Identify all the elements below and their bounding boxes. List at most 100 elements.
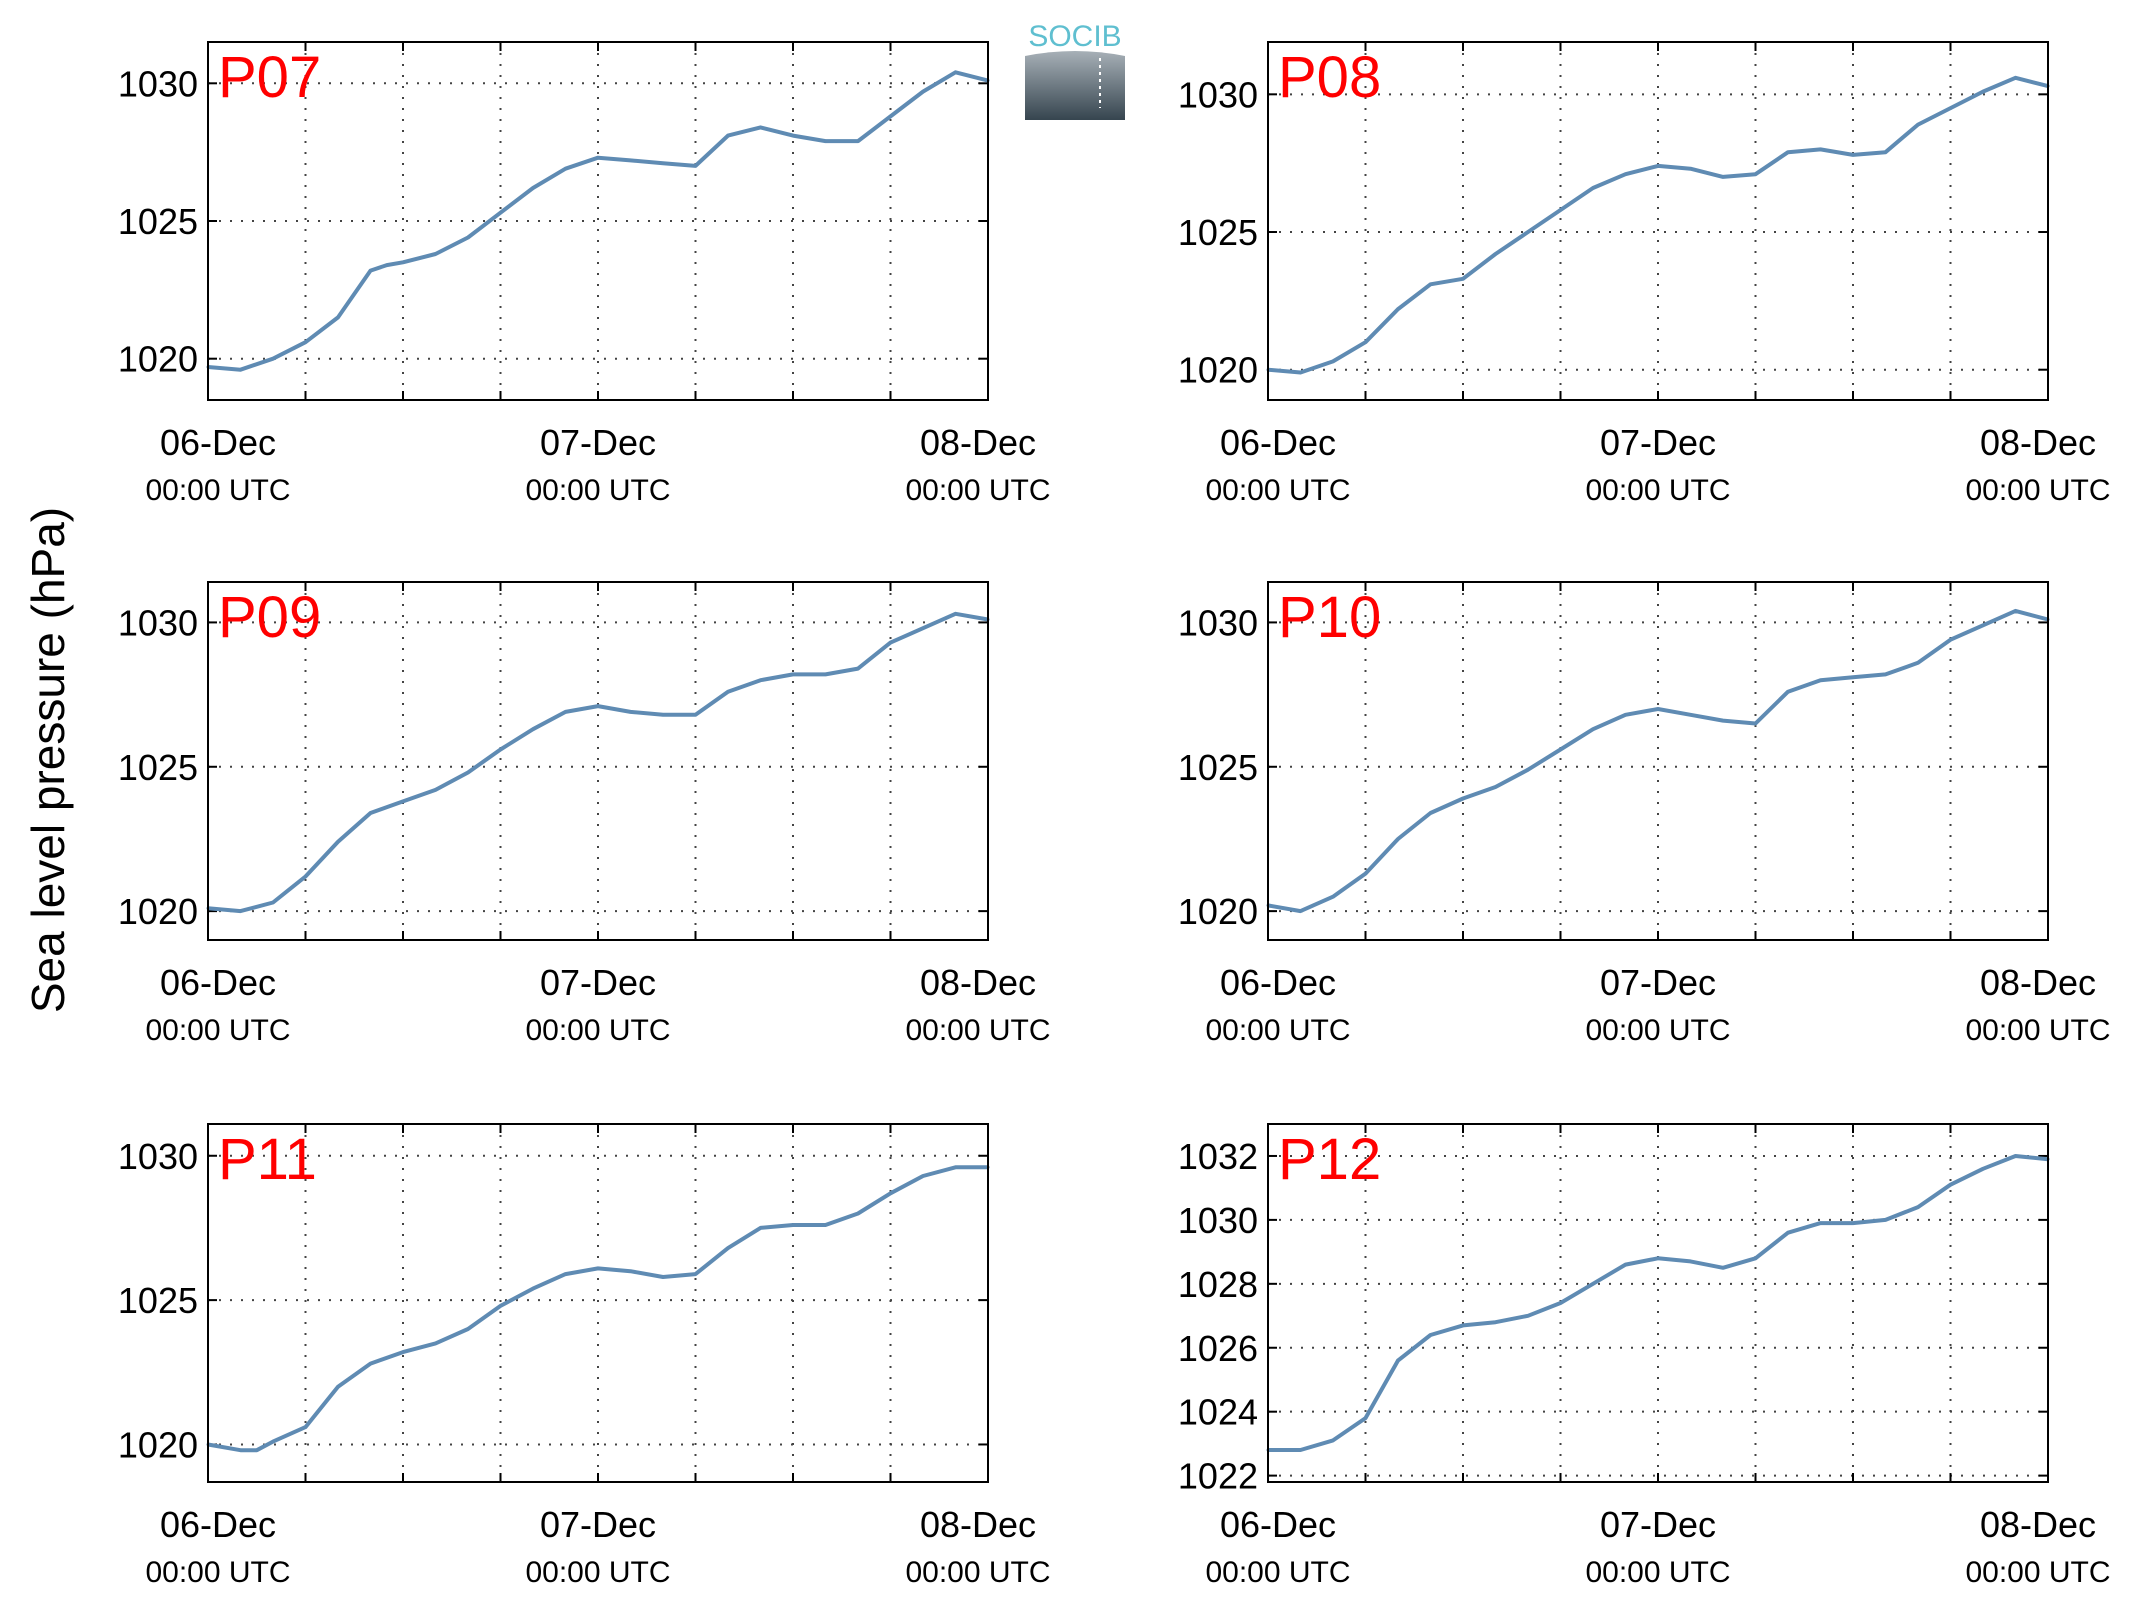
data-point <box>564 710 567 714</box>
data-point <box>2014 609 2017 613</box>
axes-box <box>207 581 989 941</box>
data-point <box>1494 1320 1497 1324</box>
data-point <box>629 158 632 162</box>
x-tick-label-date: 08-Dec <box>1980 422 2096 463</box>
data-point <box>694 713 697 717</box>
data-point <box>1754 1256 1757 1260</box>
data-point <box>856 139 860 143</box>
data-point <box>791 134 795 138</box>
data-point <box>1884 150 1887 154</box>
axes-box <box>207 41 989 401</box>
panel-p08: 1020 1025 1030 06-Dec 00:00 UTC 07-Dec 00:00 U… <box>1178 41 2111 507</box>
data-point <box>856 1212 860 1215</box>
x-tick-label-time: 00:00 UTC <box>525 1556 670 1589</box>
data-point <box>1396 837 1400 841</box>
y-tick-label: 1025 <box>1178 747 1258 788</box>
x-tick-label-time: 00:00 UTC <box>1965 1014 2110 1047</box>
data-point <box>1754 721 1757 725</box>
data-point <box>921 90 925 94</box>
data-point <box>369 1362 372 1366</box>
data-point <box>1591 186 1595 190</box>
data-point <box>1689 713 1692 717</box>
data-point <box>1494 785 1497 789</box>
data-point <box>954 612 957 616</box>
x-tick-label-date: 07-Dec <box>1600 962 1716 1003</box>
x-tick-label-date: 08-Dec <box>920 422 1036 463</box>
data-point <box>759 678 762 682</box>
data-point <box>759 125 762 129</box>
x-tick-label-time: 00:00 UTC <box>1965 474 2110 507</box>
x-tick-label-time: 00:00 UTC <box>525 474 670 507</box>
data-point <box>1526 230 1530 234</box>
data-point <box>1656 164 1660 168</box>
data-point <box>629 1269 632 1273</box>
data-point <box>1786 690 1790 694</box>
x-tick-label-date: 07-Dec <box>1600 1504 1716 1545</box>
x-tick-label-date: 06-Dec <box>1220 1504 1336 1545</box>
data-point <box>1916 1205 1920 1209</box>
data-point <box>1461 1323 1465 1327</box>
x-tick-label-date: 06-Dec <box>1220 962 1336 1003</box>
data-point <box>1721 719 1725 723</box>
series-line-p11 <box>207 1165 988 1453</box>
data-point <box>434 252 437 256</box>
axes-box <box>207 1123 989 1483</box>
data-point <box>531 186 535 190</box>
data-point <box>954 70 957 74</box>
y-tick-label: 1030 <box>118 63 198 104</box>
y-tick-label: 1028 <box>1178 1264 1258 1305</box>
data-point <box>239 368 242 372</box>
data-point <box>1851 675 1855 679</box>
data-point <box>564 167 567 171</box>
y-tick-label: 1020 <box>118 891 198 932</box>
data-point <box>661 161 665 165</box>
axes-box <box>1267 581 2049 941</box>
panel-label: P11 <box>218 1127 317 1192</box>
data-point <box>401 799 405 803</box>
logo-block <box>1025 51 1125 120</box>
data-point <box>921 1174 925 1178</box>
data-point <box>1786 150 1790 154</box>
data-point <box>1949 1183 1952 1187</box>
data-point <box>1364 340 1367 344</box>
axes-box <box>1267 41 2049 401</box>
y-tick-label: 1030 <box>1178 602 1258 643</box>
x-tick-label-date: 08-Dec <box>920 1504 1036 1545</box>
data-point <box>401 260 405 264</box>
data-point <box>1819 147 1822 151</box>
data-point <box>1819 678 1822 682</box>
data-point <box>304 1425 307 1429</box>
data-point <box>1429 282 1432 286</box>
x-tick-label-date: 07-Dec <box>540 422 656 463</box>
data-point <box>239 909 242 913</box>
data-point <box>856 667 860 671</box>
data-point <box>596 704 600 708</box>
data-point <box>531 1287 535 1291</box>
data-point <box>466 236 470 240</box>
data-point <box>1559 208 1562 212</box>
y-tick-label: 1024 <box>1178 1392 1258 1433</box>
y-tick-label: 1020 <box>118 339 198 380</box>
panel-p11: 1020 1025 1030 06-Dec 00:00 UTC 07-Dec 00:00 U… <box>118 1123 1051 1589</box>
data-point <box>726 134 730 138</box>
y-tick-label: 1030 <box>118 602 198 643</box>
data-point <box>304 340 307 344</box>
y-tick-label: 1020 <box>1178 891 1258 932</box>
data-point <box>401 1350 405 1354</box>
y-tick-label: 1020 <box>118 1424 198 1465</box>
panel-label: P12 <box>1278 1127 1381 1192</box>
data-point <box>255 1448 259 1452</box>
x-tick-label-date: 08-Dec <box>920 962 1036 1003</box>
data-point <box>466 771 470 775</box>
x-tick-label-time: 00:00 UTC <box>905 1014 1050 1047</box>
data-point <box>694 1272 697 1276</box>
series-line-p07 <box>207 70 989 372</box>
socib-logo: SOCIB <box>1025 20 1125 120</box>
panel-label: P10 <box>1278 585 1381 650</box>
data-point <box>1559 747 1562 751</box>
data-point <box>434 1341 437 1345</box>
data-point <box>694 164 697 168</box>
x-tick-label-time: 00:00 UTC <box>525 1014 670 1047</box>
x-tick-label-date: 07-Dec <box>540 1504 656 1545</box>
